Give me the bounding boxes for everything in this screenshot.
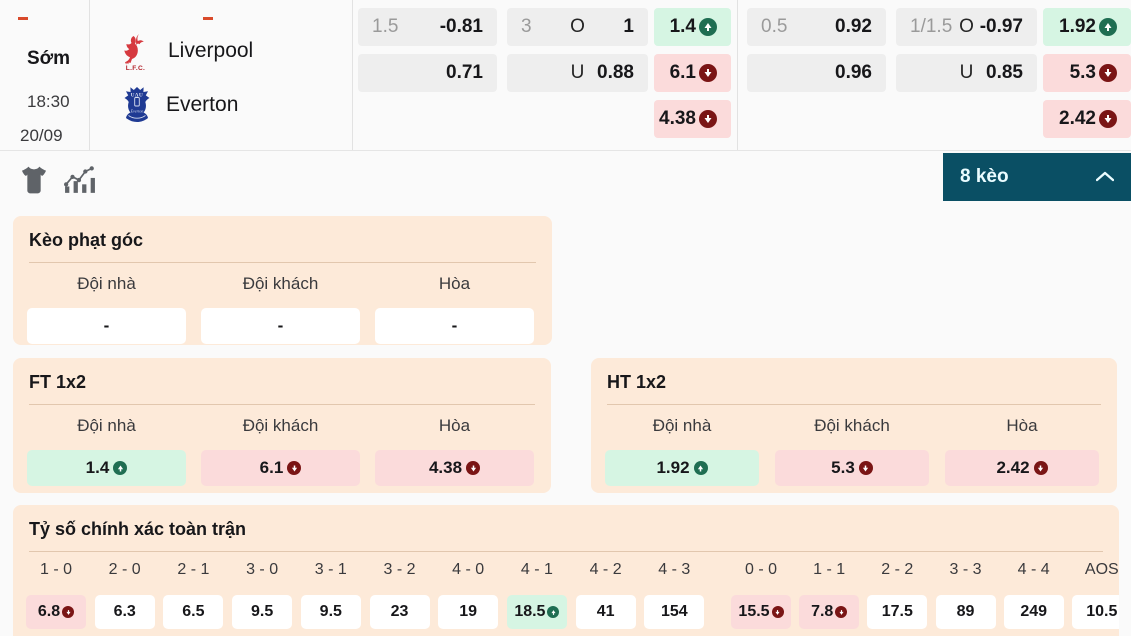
- svg-text:L.F.C.: L.F.C.: [126, 65, 145, 72]
- svg-text:UΔU: UΔU: [131, 92, 144, 98]
- svg-text:Everton: Everton: [130, 109, 144, 114]
